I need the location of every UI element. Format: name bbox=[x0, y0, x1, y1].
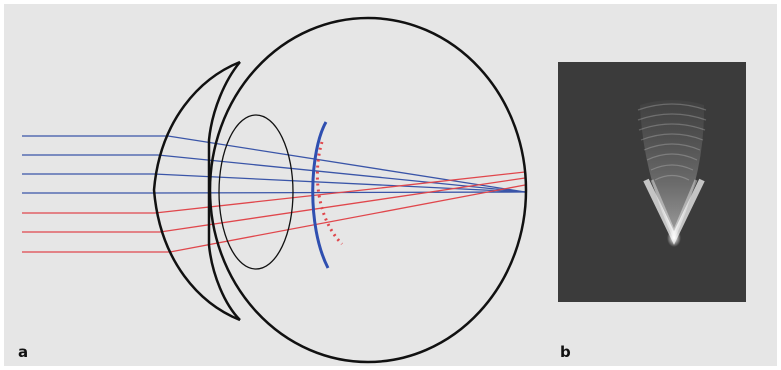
psf-panel bbox=[558, 62, 746, 302]
panel-label: b bbox=[560, 343, 571, 361]
figure: a b bbox=[0, 0, 781, 370]
panel-label: a bbox=[18, 343, 28, 361]
